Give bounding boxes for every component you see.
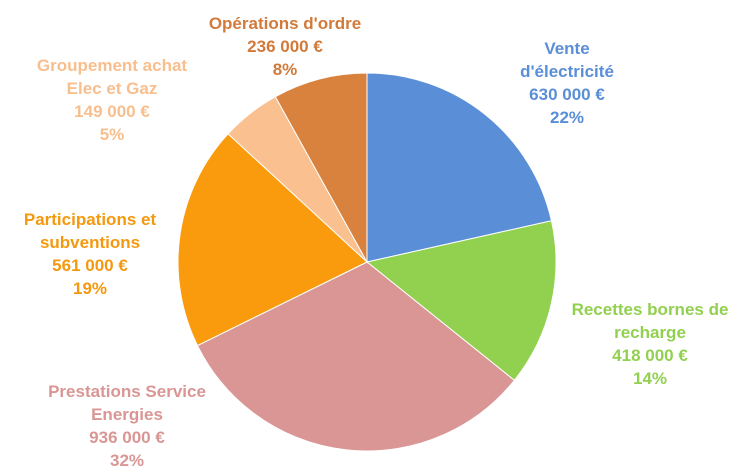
pie-slice (365, 220, 557, 382)
slice-label: Prestations Service Energies 936 000 € 32% (7, 380, 247, 472)
category-label: Participations et subventions (23, 210, 157, 252)
value-label: 236 000 € (247, 37, 323, 56)
slice-label: Opérations d'ordre 236 000 € 8% (165, 12, 405, 81)
value-label: 936 000 € (89, 428, 165, 447)
value-label: 561 000 € (52, 256, 128, 275)
pie-slice (366, 72, 553, 263)
category-label: Prestations Service Energies (48, 382, 206, 424)
pie-slice (177, 133, 368, 347)
percent-label: 22% (549, 108, 585, 127)
category-label: Recettes bornes de recharge (571, 300, 729, 342)
value-label: 630 000 € (529, 85, 605, 104)
percent-label: 19% (72, 279, 108, 298)
value-label: 418 000 € (612, 346, 688, 365)
slice-label: Participations et subventions 561 000 € 19… (0, 208, 210, 300)
slice-label: Groupement achat Elec et Gaz 149 000 € 5% (0, 54, 232, 146)
percent-label: 14% (632, 369, 668, 388)
percent-label: 8% (272, 60, 298, 79)
percent-label: 32% (109, 451, 145, 470)
category-label: Vente d'électricité (520, 39, 614, 81)
percent-label: 5% (99, 125, 125, 144)
value-label: 149 000 € (74, 102, 150, 121)
category-label: Groupement achat Elec et Gaz (36, 56, 188, 98)
pie-slice (196, 261, 516, 452)
slice-label: Vente d'électricité 630 000 € 22% (447, 37, 687, 129)
category-label: Opérations d'ordre (208, 14, 362, 33)
slice-label: Recettes bornes de recharge 418 000 € 14% (530, 298, 742, 390)
pie-slice (274, 72, 368, 264)
